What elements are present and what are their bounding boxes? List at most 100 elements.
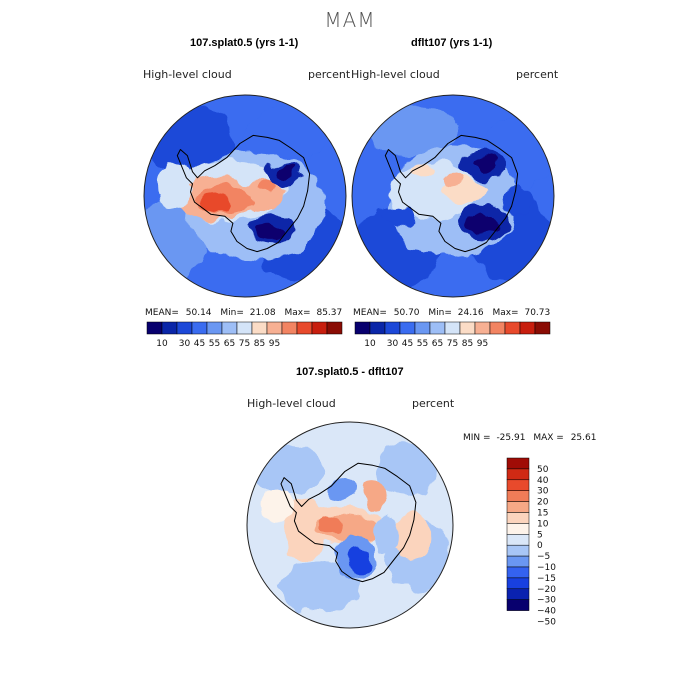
panel2-map-field <box>352 95 554 297</box>
diff-colorbar-tick: −40 <box>537 607 556 617</box>
panel1-colorbar-cell <box>161 321 178 335</box>
panel1-units: percent <box>308 68 351 81</box>
diff-colorbar-cell <box>506 577 530 590</box>
panel1-colorbar-cell <box>236 321 253 335</box>
contour-region <box>363 478 389 510</box>
panel2-map-border <box>351 94 555 298</box>
contour-region <box>382 206 413 227</box>
diff-colorbar-tick: 0 <box>537 541 543 551</box>
diff-colorbar-cell <box>506 523 530 535</box>
diff-colorbar-tick: −30 <box>537 596 556 606</box>
diff-colorbar-tick: −15 <box>537 574 556 584</box>
panel2-min-label: Min= <box>428 308 452 318</box>
contour-region <box>245 105 326 166</box>
panel2-stats: MEAN= 50.70 Min= 24.16 Max= 70.73 <box>353 308 550 318</box>
diff-colorbar-cell <box>506 468 530 481</box>
panel2-colorbar-tick: 75 <box>447 339 458 349</box>
panel1-colorbar-tick: 65 <box>224 339 235 349</box>
panel1-colorbar-tick: 75 <box>239 339 250 349</box>
panel1-stats: MEAN= 50.14 Min= 21.08 Max= 85.37 <box>145 308 342 318</box>
panel2-max-label: Max= <box>492 308 519 318</box>
panel1-map-border <box>143 94 347 298</box>
diff-units: percent <box>412 397 455 410</box>
panel1-title: 107.splat0.5 (yrs 1-1) <box>190 37 299 49</box>
contour-region <box>262 488 294 520</box>
panel2-colorbar-cell <box>354 321 371 335</box>
diff-colorbar-cell <box>506 599 530 611</box>
diff-colorbar-cell <box>506 457 530 470</box>
panel1-map-coastline <box>176 134 311 253</box>
panel2-colorbar-cell <box>444 321 461 335</box>
diff-map-coastline <box>280 462 417 583</box>
diff-colorbar-tick: 20 <box>537 498 549 508</box>
diff-colorbar-cell <box>506 512 530 524</box>
diff-min-label: MIN = <box>463 433 491 443</box>
diff-colorbar-cell <box>506 588 530 600</box>
panel2-colorbar-cell <box>384 321 401 335</box>
diff-colorbar-cell <box>506 544 530 557</box>
panel1-colorbar-tick: 85 <box>254 339 265 349</box>
panel2-title: dflt107 (yrs 1-1) <box>411 37 493 49</box>
panel1-colorbar-cell <box>266 321 283 335</box>
contour-region <box>275 163 296 178</box>
panel2-max: 70.73 <box>524 308 551 318</box>
diff-min: -25.91 <box>496 433 526 443</box>
panel2-colorbar-cell <box>519 321 536 335</box>
contour-region <box>467 214 496 235</box>
panel1-colorbar-cell <box>206 321 223 335</box>
panel1-colorbar-cell <box>311 321 328 335</box>
diff-colorbar-cell <box>506 534 530 546</box>
diff-max-label: MAX = <box>533 433 564 443</box>
diff-max: 25.61 <box>570 433 597 443</box>
panel1-colorbar-cell <box>251 321 268 335</box>
panel2-field: High-level cloud <box>351 68 440 81</box>
diff-colorbar-tick: 40 <box>537 476 549 486</box>
panel2-units: percent <box>516 68 559 81</box>
panel1-map-field <box>144 95 346 297</box>
contour-region <box>200 191 233 211</box>
panel2-colorbar-tick: 95 <box>477 339 488 349</box>
panel2-min: 24.16 <box>457 308 484 318</box>
contour-region <box>503 185 534 217</box>
panel1-colorbar-cell <box>326 321 343 335</box>
diff-map-field <box>247 422 453 628</box>
diff-colorbar-cell <box>506 566 530 579</box>
panel1-colorbar-cell <box>281 321 298 335</box>
panel1-colorbar-cell <box>191 321 208 335</box>
diff-colorbar-cell <box>506 490 530 502</box>
diff-colorbar-cell <box>506 501 530 513</box>
panel1-colorbar-cell <box>296 321 313 335</box>
panel1-max-label: Max= <box>284 308 311 318</box>
contour-region <box>347 548 369 574</box>
panel1-mean: 50.14 <box>185 308 212 318</box>
panel1-colorbar-tick: 55 <box>209 339 220 349</box>
panel1-min: 21.08 <box>249 308 276 318</box>
panel1-mean-label: MEAN= <box>145 308 179 318</box>
contour-region <box>252 442 325 495</box>
diff-colorbar-tick: 10 <box>537 519 549 529</box>
panel2-mean: 50.70 <box>393 308 420 318</box>
contour-region <box>375 442 438 495</box>
panel1-colorbar-tick: 10 <box>156 339 168 349</box>
panel1-colorbar-cell <box>176 321 193 335</box>
season-title: MAM <box>324 8 376 32</box>
panel2-colorbar-tick: 85 <box>462 339 473 349</box>
panel1-min-label: Min= <box>220 308 244 318</box>
diff-map <box>247 422 453 628</box>
panel1-colorbar-tick: 95 <box>269 339 280 349</box>
diff-colorbar-tick: −5 <box>537 552 550 562</box>
contour-region <box>373 516 399 554</box>
panel2-colorbar-cell <box>399 321 416 335</box>
contour-region <box>317 516 342 534</box>
contour-region <box>410 163 435 178</box>
contour-region <box>442 174 464 187</box>
panel2-colorbar-tick: 65 <box>432 339 443 349</box>
diff-colorbar-tick: −20 <box>537 585 556 595</box>
diff-field: High-level cloud <box>247 397 336 410</box>
panel2-colorbar-tick: 45 <box>402 339 413 349</box>
diff-colorbar-tick: 15 <box>537 509 548 519</box>
diff-title: 107.splat0.5 - dflt107 <box>296 366 404 378</box>
panel2-colorbar-cell <box>459 321 476 335</box>
